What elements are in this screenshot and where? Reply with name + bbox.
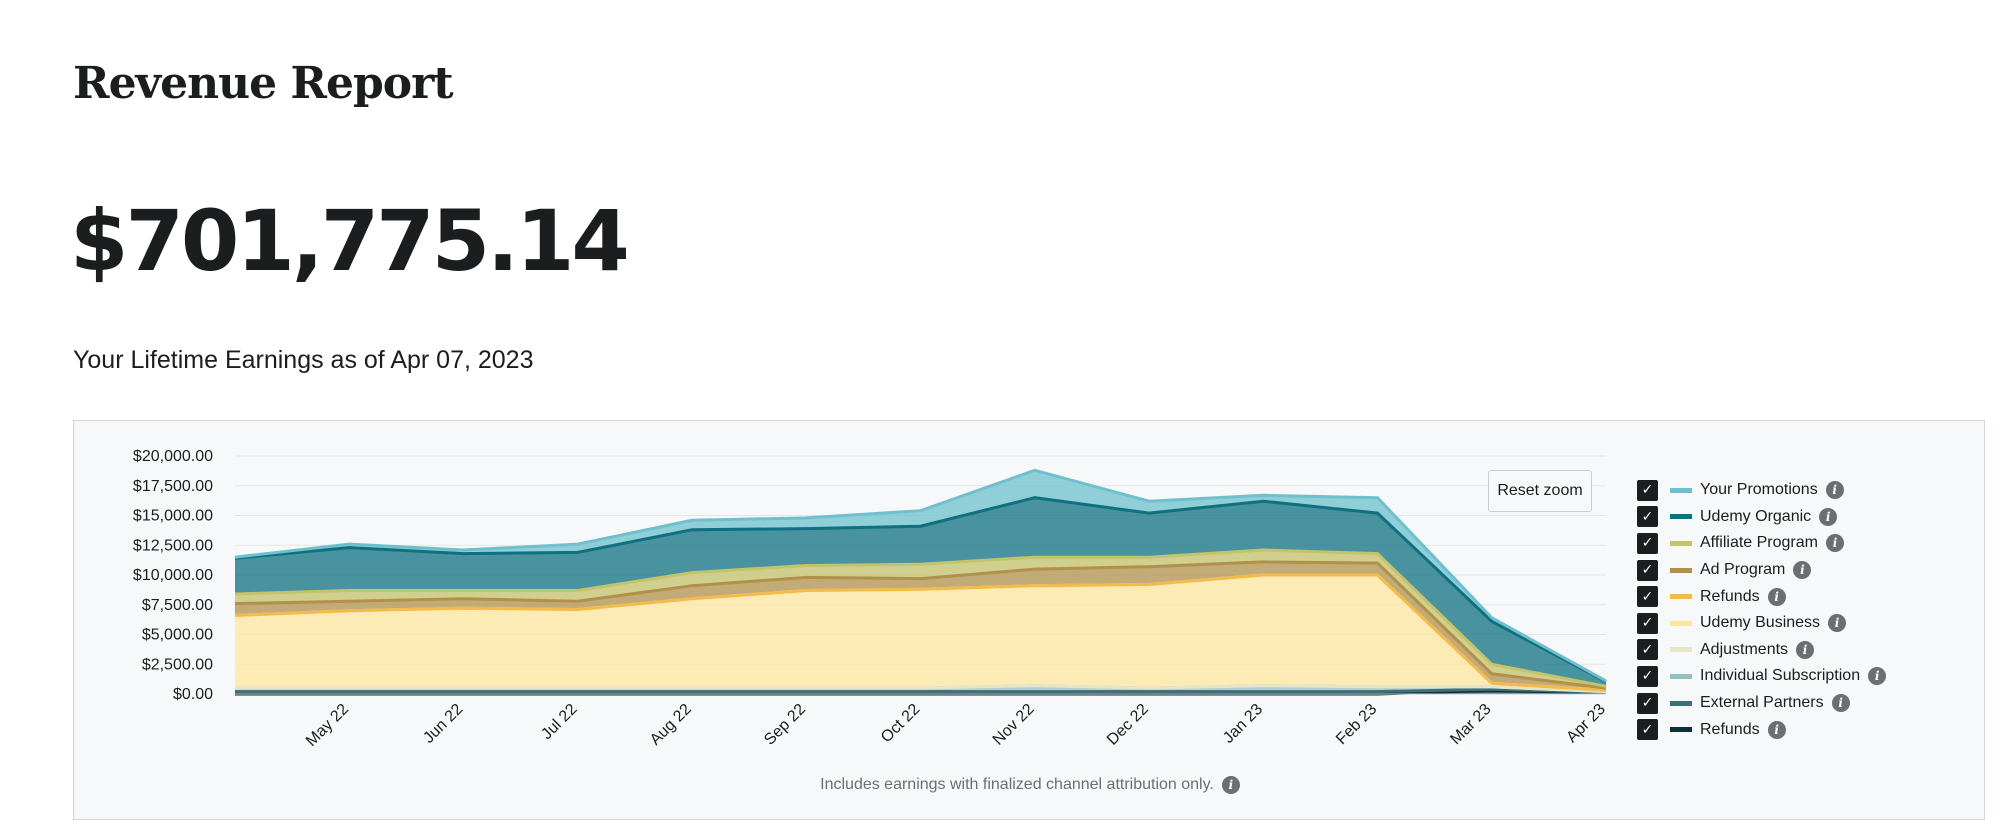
info-icon[interactable]: i <box>1767 587 1786 606</box>
legend-item-refunds[interactable]: ✓ Refunds i <box>1637 583 1886 610</box>
x-tick-label: Apr 23 <box>1563 701 1608 746</box>
y-tick-label: $10,000.00 <box>133 567 213 584</box>
page-title: Revenue Report <box>73 58 454 109</box>
legend-checkbox[interactable]: ✓ <box>1637 586 1658 608</box>
series-line-refunds <box>234 573 1607 692</box>
legend-checkbox[interactable]: ✓ <box>1637 665 1658 687</box>
x-tick-label: Jul 22 <box>538 701 580 743</box>
legend-swatch <box>1670 673 1692 679</box>
reset-zoom-button[interactable]: Reset zoom <box>1488 470 1592 512</box>
info-icon[interactable]: i <box>1796 640 1815 659</box>
legend-checkbox[interactable]: ✓ <box>1637 506 1658 528</box>
legend-label: External Partners <box>1700 694 1824 712</box>
x-tick-label: Mar 23 <box>1447 701 1494 748</box>
legend-swatch <box>1670 540 1692 546</box>
info-icon[interactable]: i <box>1825 481 1844 500</box>
legend-swatch <box>1670 700 1692 706</box>
legend-label: Udemy Organic <box>1700 507 1812 525</box>
info-icon[interactable]: i <box>1793 561 1812 580</box>
info-icon[interactable]: i <box>1828 614 1847 633</box>
x-tick-label: May 22 <box>303 701 352 750</box>
x-tick-label: Feb 23 <box>1333 701 1380 748</box>
x-tick-label: Jan 23 <box>1220 701 1266 747</box>
legend-label: Affiliate Program <box>1700 534 1818 552</box>
legend-swatch <box>1670 620 1692 626</box>
legend-label: Individual Subscription <box>1700 667 1861 685</box>
legend-swatch <box>1670 514 1692 520</box>
legend-checkbox[interactable]: ✓ <box>1637 692 1658 714</box>
y-tick-label: $12,500.00 <box>133 537 213 554</box>
series-line-udemy-organic <box>234 496 1607 683</box>
legend-item-your-promotions[interactable]: ✓ Your Promotions i <box>1637 477 1886 504</box>
x-tick-label: Sep 22 <box>761 701 809 749</box>
area-series-udemy-organic[interactable] <box>235 497 1606 687</box>
area-series-your-promotions[interactable] <box>235 470 1606 682</box>
info-icon[interactable]: i <box>1767 720 1786 739</box>
y-tick-label: $20,000.00 <box>133 448 213 465</box>
legend-item-udemy-organic[interactable]: ✓ Udemy Organic i <box>1637 504 1886 531</box>
series-line-your-promotions <box>234 468 1607 683</box>
info-icon[interactable]: i <box>1831 694 1850 713</box>
area-series-udemy-business[interactable] <box>235 575 1606 692</box>
y-tick-label: $2,500.00 <box>142 656 213 673</box>
legend-label: Refunds <box>1700 720 1760 738</box>
lifetime-earnings-total: $701,775.14 <box>70 192 630 290</box>
legend-swatch <box>1670 727 1692 733</box>
x-tick-label: Jun 22 <box>420 701 466 747</box>
legend-checkbox[interactable]: ✓ <box>1637 479 1658 501</box>
x-tick-label: Aug 22 <box>647 701 695 749</box>
legend-swatch <box>1670 567 1692 573</box>
series-line-adjustments <box>235 684 1607 694</box>
legend-item-refunds[interactable]: ✓ Refunds i <box>1637 716 1886 743</box>
info-icon[interactable]: i <box>1825 534 1844 553</box>
revenue-area-chart[interactable]: $0.00 $2,500.00 $5,000.00 $7,500.00 $10,000.… <box>74 421 1986 821</box>
area-series-ad-program[interactable] <box>235 561 1606 691</box>
revenue-chart-card: $0.00 $2,500.00 $5,000.00 $7,500.00 $10,000.… <box>73 420 1985 820</box>
chart-legend: ✓ Your Promotions i ✓ Udemy Organic i ✓ Affilia… <box>1637 477 1887 743</box>
x-tick-label: Nov 22 <box>990 701 1038 749</box>
y-tick-label: $15,000.00 <box>133 508 213 525</box>
legend-label: Your Promotions <box>1700 481 1818 499</box>
legend-checkbox[interactable]: ✓ <box>1637 639 1658 661</box>
legend-label: Ad Program <box>1700 561 1786 579</box>
lifetime-earnings-caption: Your Lifetime Earnings as of Apr 07, 202… <box>73 346 534 374</box>
legend-item-affiliate-program[interactable]: ✓ Affiliate Program i <box>1637 530 1886 557</box>
series-line-ad-program <box>234 560 1607 690</box>
info-icon[interactable]: i <box>1868 667 1887 686</box>
legend-item-external-partners[interactable]: ✓ External Partners i <box>1637 690 1886 717</box>
legend-item-ad-program[interactable]: ✓ Ad Program i <box>1637 557 1886 584</box>
x-tick-label: Dec 22 <box>1104 701 1152 749</box>
legend-checkbox[interactable]: ✓ <box>1637 612 1658 634</box>
legend-checkbox[interactable]: ✓ <box>1637 719 1658 741</box>
legend-item-adjustments[interactable]: ✓ Adjustments i <box>1637 637 1886 664</box>
y-tick-label: $17,500.00 <box>133 478 213 495</box>
x-tick-label: Oct 22 <box>878 701 923 746</box>
legend-item-individual-subscription[interactable]: ✓ Individual Subscription i <box>1637 663 1887 690</box>
legend-swatch <box>1670 594 1692 600</box>
y-tick-label: $0.00 <box>173 686 213 703</box>
legend-checkbox[interactable]: ✓ <box>1637 559 1658 581</box>
info-icon[interactable]: i <box>1819 507 1838 526</box>
series-line-external-partners <box>235 687 1607 694</box>
footnote-text: Includes earnings with finalized channel… <box>820 776 1214 793</box>
attribution-footnote: Includes earnings with finalized channel… <box>74 776 1986 794</box>
legend-swatch <box>1670 487 1692 493</box>
legend-item-udemy-business[interactable]: ✓ Udemy Business i <box>1637 610 1886 637</box>
info-icon[interactable]: i <box>1221 776 1240 794</box>
legend-label: Adjustments <box>1700 640 1789 658</box>
y-tick-label: $5,000.00 <box>142 627 213 644</box>
legend-label: Udemy Business <box>1700 614 1821 632</box>
y-tick-label: $7,500.00 <box>142 597 213 614</box>
series-line-affiliate-program <box>234 548 1607 688</box>
legend-label: Refunds <box>1700 587 1760 605</box>
legend-swatch <box>1670 647 1692 653</box>
legend-checkbox[interactable]: ✓ <box>1637 532 1658 554</box>
